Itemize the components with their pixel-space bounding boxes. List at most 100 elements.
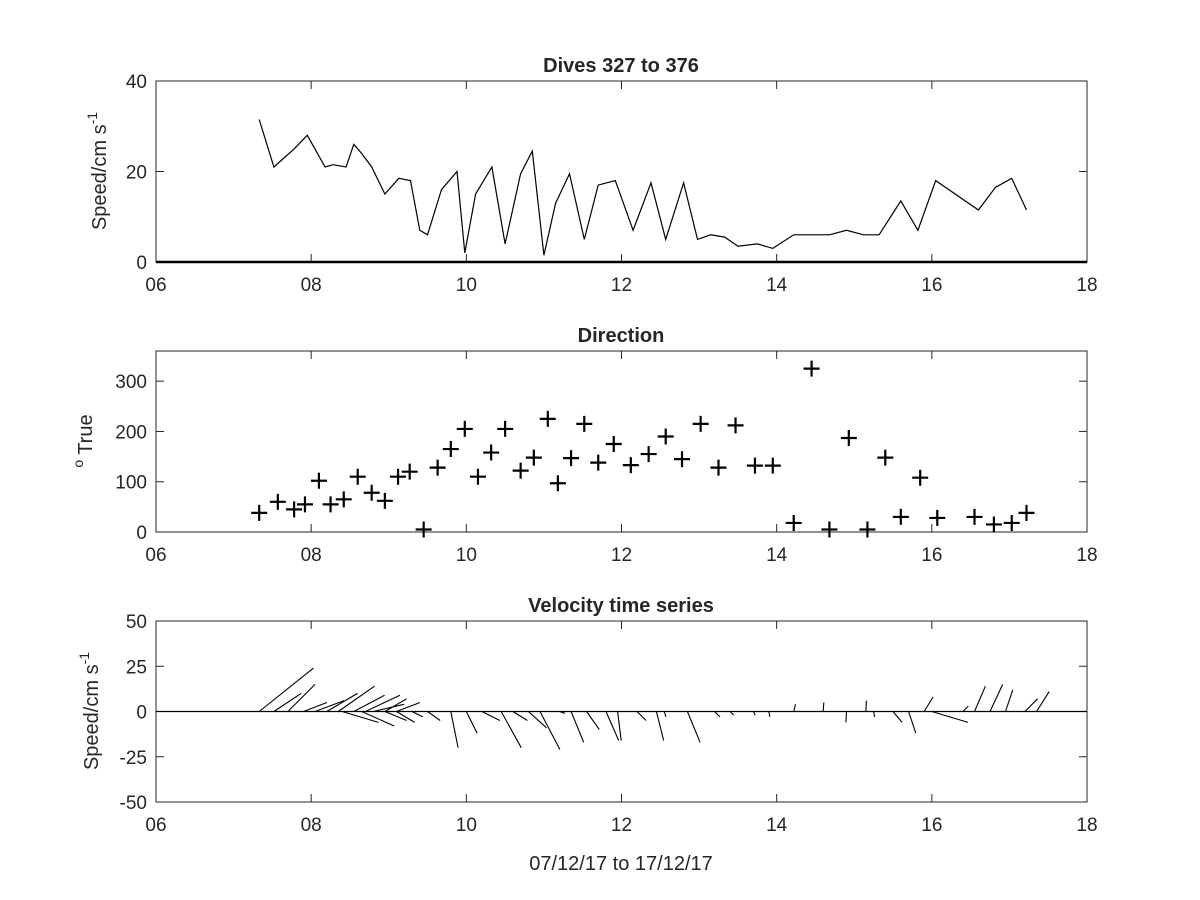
direction-point xyxy=(512,462,529,479)
velocity-stick xyxy=(1036,691,1050,712)
velocity-stick xyxy=(873,711,876,718)
velocity-x-tick-label: 06 xyxy=(145,815,166,836)
direction-point xyxy=(929,509,946,526)
direction-point xyxy=(985,516,1002,533)
direction-point xyxy=(525,449,542,466)
velocity-chart-title: Velocity time series xyxy=(528,595,714,617)
velocity-stick xyxy=(450,711,459,748)
direction-point xyxy=(764,457,781,474)
velocity-stick xyxy=(314,700,345,713)
direction-point xyxy=(640,446,657,463)
direction-x-tick-label: 10 xyxy=(456,545,477,566)
direction-y-tick-label: 0 xyxy=(136,523,147,544)
direction-point xyxy=(456,420,473,437)
direction-x-tick-label: 12 xyxy=(611,545,632,566)
velocity-stick xyxy=(396,711,415,723)
velocity-x-tick-label: 08 xyxy=(301,815,322,836)
direction-plot-frame xyxy=(155,350,1088,533)
velocity-x-tick-label: 12 xyxy=(611,815,632,836)
velocity-stick xyxy=(384,710,407,722)
direction-x-tick-label: 06 xyxy=(145,545,166,566)
velocity-stick xyxy=(373,703,405,713)
direction-point xyxy=(710,459,727,476)
velocity-sticks xyxy=(156,667,1087,750)
velocity-y-tick-label: 25 xyxy=(126,657,147,678)
direction-point xyxy=(390,468,407,485)
direction-y-ticks: 0 100 200 300 xyxy=(115,372,1087,544)
direction-point xyxy=(727,417,744,434)
velocity-stick xyxy=(686,711,701,743)
direction-point xyxy=(269,493,286,510)
direction-point xyxy=(674,451,691,468)
direction-point xyxy=(415,521,432,538)
direction-points xyxy=(251,360,1035,538)
speed-x-tick-label: 18 xyxy=(1076,275,1097,296)
direction-point xyxy=(966,508,983,525)
velocity-stick xyxy=(655,711,665,741)
velocity-x-tick-label: 14 xyxy=(766,815,788,836)
direction-point xyxy=(286,501,303,518)
velocity-stick xyxy=(768,711,771,717)
speed-x-tick-label: 06 xyxy=(145,275,166,296)
velocity-stick xyxy=(384,698,407,712)
direction-y-tick-label: 100 xyxy=(115,473,147,494)
direction-point xyxy=(892,508,909,525)
velocity-stick xyxy=(258,667,314,712)
direction-point xyxy=(877,449,894,466)
speed-series xyxy=(156,119,1087,264)
velocity-stick xyxy=(273,692,302,712)
velocity-stick xyxy=(663,711,667,718)
velocity-stick xyxy=(303,701,328,713)
velocity-stick xyxy=(570,711,585,743)
velocity-stick xyxy=(361,710,395,727)
speed-x-tick-label: 08 xyxy=(301,275,322,296)
direction-point xyxy=(576,415,593,432)
direction-point xyxy=(251,504,268,521)
speed-x-tick-label: 10 xyxy=(456,275,477,296)
velocity-stick xyxy=(908,711,917,734)
velocity-stick xyxy=(411,711,424,718)
velocity-y-tick-label: -50 xyxy=(120,793,147,814)
velocity-y-axis-label-superscript: -1 xyxy=(76,652,92,665)
velocity-stick xyxy=(337,685,375,712)
velocity-x-ticks: 06 08 10 12 14 16 18 xyxy=(145,621,1098,836)
velocity-stick xyxy=(512,711,528,721)
velocity-stick xyxy=(605,711,620,741)
direction-point xyxy=(310,472,327,489)
direction-point xyxy=(821,521,838,538)
direction-point xyxy=(622,457,639,474)
speed-x-tick-label: 16 xyxy=(921,275,942,296)
velocity-stick xyxy=(962,705,969,712)
direction-point xyxy=(912,469,929,486)
velocity-stick xyxy=(539,711,561,750)
speed-y-axis-label-text: Speed/cm s xyxy=(89,124,111,230)
direction-chart-title: Direction xyxy=(578,325,665,347)
direction-point xyxy=(539,410,556,427)
direction-panel: Direction o True 06 08 10 12 14 16 18 0 100 200 30… xyxy=(70,325,1098,566)
velocity-stick xyxy=(465,711,478,734)
velocity-stick xyxy=(586,711,600,730)
direction-point xyxy=(376,492,393,509)
direction-point xyxy=(590,454,607,471)
speed-panel: Dives 327 to 376 Speed/cm s-1 06 08 10 12 14… xyxy=(84,55,1098,296)
direction-x-tick-label: 14 xyxy=(766,545,788,566)
velocity-stick xyxy=(342,710,379,723)
velocity-stick xyxy=(617,711,622,741)
velocity-panel: Velocity time series Speed/cm s-1 06 08 10… xyxy=(76,595,1098,836)
direction-point xyxy=(322,496,339,513)
velocity-y-tick-label: 50 xyxy=(126,612,147,633)
speed-y-axis-label-superscript: -1 xyxy=(84,112,100,125)
velocity-stick xyxy=(500,711,522,748)
direction-point xyxy=(335,491,352,508)
direction-x-tick-label: 08 xyxy=(301,545,322,566)
velocity-x-tick-label: 10 xyxy=(456,815,477,836)
velocity-stick xyxy=(353,694,385,712)
direction-point xyxy=(401,463,418,480)
velocity-stick xyxy=(287,684,316,712)
direction-x-ticks: 06 08 10 12 14 16 18 xyxy=(145,351,1098,566)
direction-point xyxy=(497,420,514,437)
velocity-stick xyxy=(989,684,1004,712)
direction-point xyxy=(1003,514,1020,531)
velocity-y-tick-label: 0 xyxy=(136,703,147,724)
